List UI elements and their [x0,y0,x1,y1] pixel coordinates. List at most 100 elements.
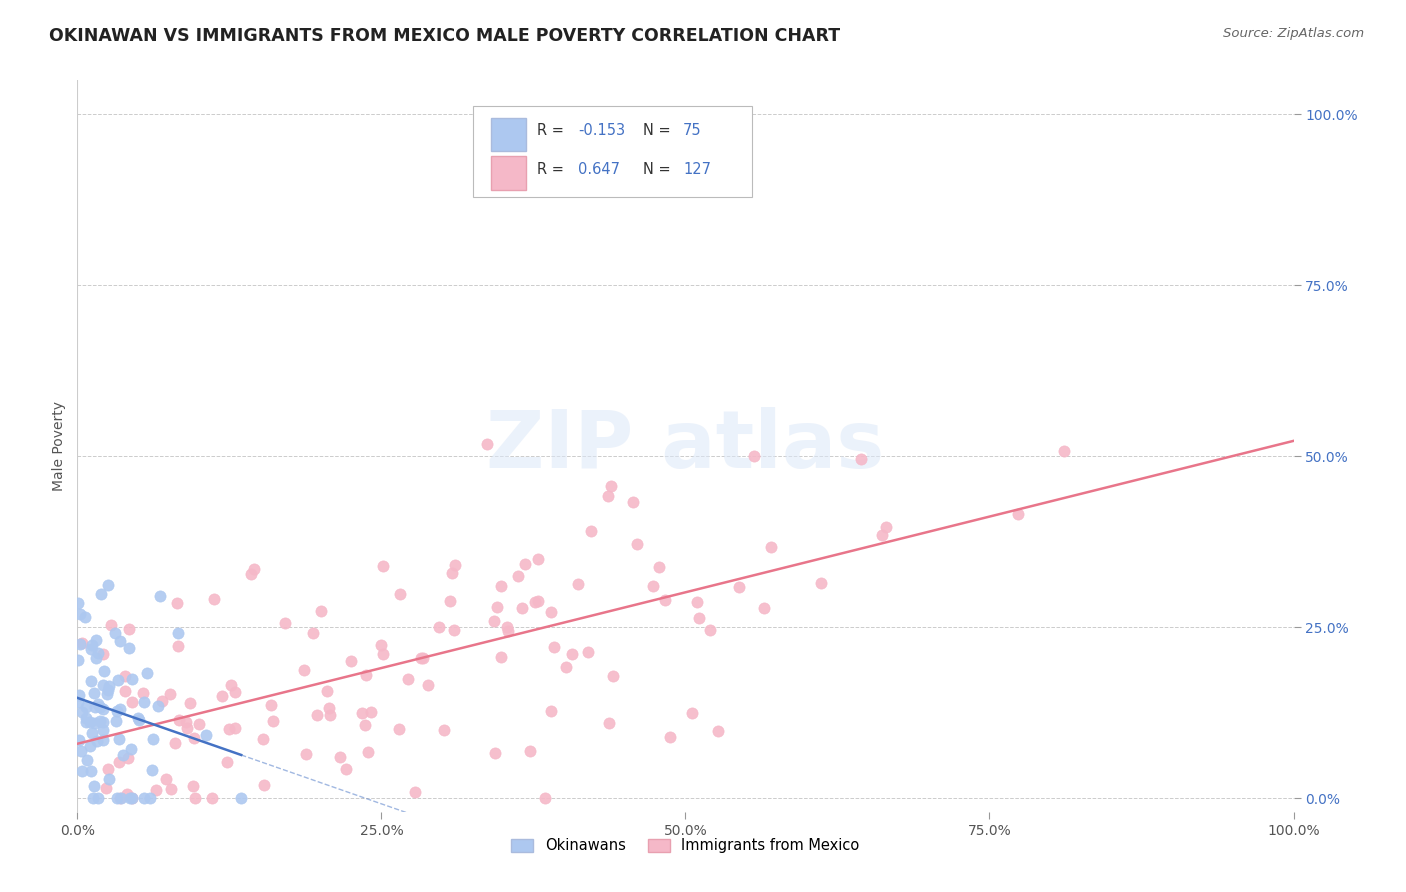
Point [243,561,266,575]
Point [340,654,363,668]
Point [75,700,97,714]
Point [150,694,173,708]
Point [561,647,583,661]
Point [82,638,104,652]
Point [524,595,547,609]
Point [371,648,394,662]
Point [404,785,426,799]
Point [118,641,141,656]
Point [108,755,131,769]
Point [484,746,506,760]
Point [93,733,115,747]
FancyBboxPatch shape [491,156,526,190]
FancyBboxPatch shape [491,118,526,152]
Point [295,747,318,761]
Point [96,687,118,701]
Point [759,540,782,554]
Point [302,625,325,640]
Point [1053,443,1076,458]
Point [110,791,132,805]
Point [149,589,172,603]
Point [728,580,751,594]
Point [179,697,201,711]
Point [148,699,170,714]
Point [90,587,112,601]
Point [526,552,548,566]
Point [69,744,91,758]
Point [352,706,374,720]
Point [159,687,181,701]
Point [491,650,513,665]
Point [84,699,107,714]
Point [136,666,159,681]
Point [183,731,205,745]
Point [117,622,139,636]
Point [165,736,187,750]
Point [195,728,218,742]
Point [496,624,519,639]
Point [707,724,730,739]
Point [875,519,897,533]
Point [599,479,621,493]
Point [83,686,105,700]
Point [318,701,340,715]
Point [626,537,648,551]
Point [67,653,90,667]
Point [540,605,562,619]
Text: 127: 127 [683,162,711,177]
Point [89,714,111,728]
Point [444,558,467,572]
Point [329,750,352,764]
Point [97,682,120,697]
Point [83,779,105,793]
Point [688,611,710,625]
Point [93,664,115,678]
Point [76,753,98,767]
Point [389,587,412,601]
Point [526,594,548,608]
Point [218,722,240,736]
Point [1007,507,1029,521]
Point [118,791,141,805]
Point [188,716,211,731]
Point [111,748,134,763]
Point [86,734,108,748]
Point [91,647,114,661]
Point [127,711,149,725]
Text: Source: ZipAtlas.com: Source: ZipAtlas.com [1223,27,1364,40]
Point [108,701,131,715]
Legend: Okinawans, Immigrants from Mexico: Okinawans, Immigrants from Mexico [506,832,865,859]
Point [598,715,620,730]
Point [91,723,114,738]
Point [115,787,138,801]
Point [641,579,664,593]
Point [252,731,274,746]
Point [475,437,498,451]
Point [388,723,411,737]
Point [412,650,434,665]
Point [128,713,150,727]
Point [373,559,395,574]
Point [97,578,120,592]
Point [73,609,96,624]
Point [699,623,721,637]
Point [121,672,143,686]
Y-axis label: Male Poverty: Male Poverty [52,401,66,491]
Point [309,604,332,618]
Point [166,596,188,610]
Point [80,674,103,689]
Point [543,640,565,655]
Point [219,678,242,692]
Point [849,451,872,466]
Point [441,566,464,580]
Point [121,695,143,709]
Point [84,632,107,647]
Point [97,772,120,787]
Point [105,704,128,718]
Point [224,721,246,735]
Text: R =: R = [537,122,568,137]
Point [534,791,557,805]
Point [67,695,90,709]
Point [167,639,190,653]
Point [316,684,339,698]
